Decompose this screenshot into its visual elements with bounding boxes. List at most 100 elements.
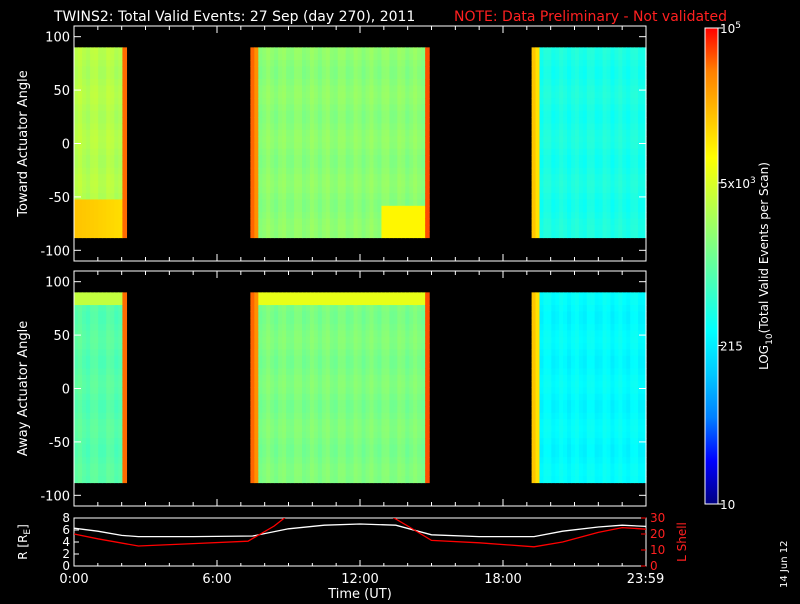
- heatmap-cell: [362, 413, 367, 420]
- heatmap-cell: [330, 368, 335, 375]
- heatmap-cell: [385, 111, 390, 118]
- heatmap-cell: [254, 463, 259, 470]
- heatmap-cell: [294, 161, 299, 168]
- heatmap-cell: [298, 476, 303, 483]
- heatmap-cell: [393, 444, 398, 451]
- heatmap-cell: [385, 149, 390, 156]
- heatmap-cell: [370, 343, 375, 350]
- heatmap-cell: [346, 400, 351, 407]
- heatmap-cell: [366, 155, 371, 162]
- heatmap-cell: [421, 311, 426, 318]
- heatmap-cell: [98, 92, 103, 99]
- heatmap-cell: [294, 193, 299, 200]
- heatmap-cell: [294, 463, 299, 470]
- heatmap-cell: [610, 47, 615, 54]
- heatmap-cell: [338, 368, 343, 375]
- heatmap-cell: [90, 368, 95, 375]
- heatmap-cell: [591, 400, 596, 407]
- heatmap-cell: [421, 117, 426, 124]
- heatmap-cell: [342, 54, 347, 61]
- heatmap-cell: [393, 142, 398, 149]
- heatmap-cell: [579, 330, 584, 337]
- heatmap-cell: [583, 362, 588, 369]
- heatmap-cell: [90, 123, 95, 130]
- heatmap-cell: [82, 149, 87, 156]
- heatmap-cell: [397, 451, 402, 458]
- heatmap-cell: [370, 311, 375, 318]
- heatmap-cell: [603, 85, 608, 92]
- heatmap-cell: [551, 406, 556, 413]
- heatmap-cell: [102, 85, 107, 92]
- heatmap-cell: [377, 206, 382, 213]
- heatmap-cell: [98, 470, 103, 477]
- heatmap-cell: [626, 111, 631, 118]
- heatmap-cell: [555, 337, 560, 344]
- heatmap-cell: [342, 161, 347, 168]
- heatmap-cell: [298, 438, 303, 445]
- heatmap-cell: [417, 406, 422, 413]
- heatmap-cell: [122, 337, 127, 344]
- heatmap-cell: [421, 413, 426, 420]
- heatmap-cell: [393, 60, 398, 67]
- heatmap-cell: [106, 161, 111, 168]
- heatmap-cell: [346, 311, 351, 318]
- heatmap-cell: [250, 149, 255, 156]
- heatmap-cell: [370, 218, 375, 225]
- heatmap-cell: [114, 168, 119, 175]
- heatmap-cell: [591, 92, 596, 99]
- heatmap-cell: [262, 375, 267, 382]
- heatmap-cell: [322, 362, 327, 369]
- heatmap-cell: [326, 406, 331, 413]
- heatmap-cell: [346, 142, 351, 149]
- heatmap-cell: [417, 54, 422, 61]
- heatmap-cell: [358, 155, 363, 162]
- heatmap-cell: [310, 187, 315, 194]
- heatmap-cell: [110, 444, 115, 451]
- heatmap-cell: [74, 104, 79, 111]
- heatmap-cell: [90, 180, 95, 187]
- heatmap-cell: [86, 142, 91, 149]
- heatmap-cell: [417, 193, 422, 200]
- heatmap-cell: [618, 66, 623, 73]
- heatmap-cell: [421, 149, 426, 156]
- heatmap-cell: [290, 60, 295, 67]
- heatmap-cell: [326, 337, 331, 344]
- heatmap-cell: [118, 111, 123, 118]
- heatmap-cell: [294, 60, 299, 67]
- heatmap-cell: [282, 187, 287, 194]
- heatmap-cell: [401, 337, 406, 344]
- heatmap-cell: [385, 419, 390, 426]
- heatmap-cell: [318, 318, 323, 325]
- heatmap-cell: [298, 394, 303, 401]
- heatmap-cell: [405, 136, 410, 143]
- heatmap-cell: [310, 432, 315, 439]
- heatmap-cell: [250, 212, 255, 219]
- heatmap-cell: [389, 432, 394, 439]
- heatmap-cell: [575, 400, 580, 407]
- heatmap-cell: [334, 394, 339, 401]
- heatmap-cell: [417, 463, 422, 470]
- heatmap-cell: [94, 168, 99, 175]
- heatmap-cell: [82, 168, 87, 175]
- heatmap-cell: [555, 457, 560, 464]
- heatmap-cell: [614, 123, 619, 130]
- heatmap-cell: [543, 212, 548, 219]
- heatmap-cell: [559, 193, 564, 200]
- heatmap-cell: [575, 111, 580, 118]
- heatmap-cell: [94, 419, 99, 426]
- heatmap-cell: [385, 187, 390, 194]
- heatmap-cell: [254, 47, 259, 54]
- heatmap-cell: [282, 419, 287, 426]
- heatmap-cell: [302, 155, 307, 162]
- heatmap-cell: [330, 199, 335, 206]
- heatmap-cell: [425, 199, 430, 206]
- heatmap-cell: [417, 136, 422, 143]
- heatmap-cell: [266, 168, 271, 175]
- heatmap-cell: [555, 73, 560, 80]
- heatmap-cell: [536, 104, 541, 111]
- heatmap-cell: [350, 54, 355, 61]
- heatmap-cell: [278, 400, 283, 407]
- heatmap-cell: [409, 419, 414, 426]
- heatmap-cell: [401, 305, 406, 312]
- heatmap-cell: [274, 180, 279, 187]
